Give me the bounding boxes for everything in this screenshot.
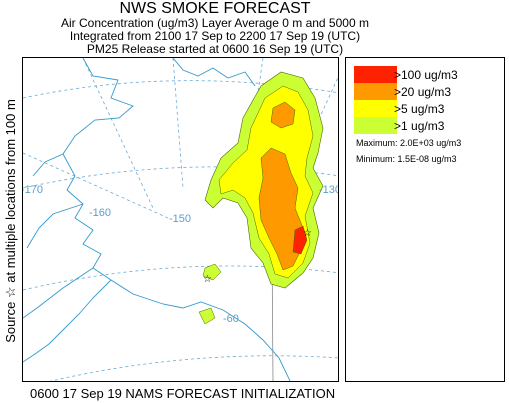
longitude-label: -170 (23, 184, 43, 196)
legend-item-1: >1 ug/m3 (354, 117, 447, 134)
coastline (172, 58, 256, 87)
forecast-initialization: 0600 17 Sep 19 NAMS FORECAST INITIALIZAT… (30, 386, 336, 401)
legend-swatch (354, 66, 397, 83)
legend-swatch (354, 83, 397, 100)
smoke-level-20-area (258, 147, 304, 271)
longitude-label: -160 (89, 207, 111, 219)
forecast-title: NWS SMOKE FORECAST (119, 0, 311, 17)
latitude-line (49, 355, 338, 381)
source-star-icon: ☆ (203, 274, 212, 285)
longitude-line (23, 152, 169, 219)
legend-item-5: >5 ug/m3 (354, 100, 447, 117)
integration-period: Integrated from 2100 17 Sep to 2200 17 S… (69, 29, 361, 43)
legend-item-20: >20 ug/m3 (354, 83, 454, 100)
legend-label: >20 ug/m3 (394, 84, 452, 99)
longitude-label: -130 (319, 184, 339, 196)
longitude-label: -150 (169, 213, 191, 225)
source-star-icon: ☆ (303, 228, 312, 239)
longitude-line (172, 58, 184, 189)
concentration-subtitle: Air Concentration (ug/m3) Layer Average … (61, 16, 369, 30)
smoke-patch (198, 307, 216, 325)
smoke-level-100-area (292, 225, 308, 255)
legend-item-100: >100 ug/m3 (354, 66, 461, 83)
coastline (23, 203, 94, 319)
minimum-value: Minimum: 1.5E-08 ug/m3 (356, 154, 457, 164)
coastline (23, 279, 112, 363)
longitude-label: -60 (223, 313, 239, 325)
legend-label: >100 ug/m3 (394, 67, 458, 82)
legend: >100 ug/m3 >20 ug/m3 >5 ug/m3 >1 ug/m3 M… (345, 57, 505, 382)
legend-label: >1 ug/m3 (394, 118, 445, 133)
smoke-patch (202, 263, 222, 281)
maximum-value: Maximum: 2.0E+03 ug/m3 (356, 138, 462, 148)
smoke-map: ☆ ☆ -170 -160 -150 -130 -60 (22, 57, 339, 382)
legend-swatch (354, 117, 397, 134)
smoke-level-20-area (270, 101, 296, 129)
release-start: PM25 Release started at 0600 16 Sep 19 (… (86, 42, 344, 56)
source-location-label: Source ☆ at multiple locations from 100 … (3, 99, 18, 343)
map-canvas: ☆ ☆ -170 -160 -150 -130 -60 (23, 58, 339, 381)
legend-label: >5 ug/m3 (394, 101, 445, 116)
legend-swatch (354, 100, 397, 117)
